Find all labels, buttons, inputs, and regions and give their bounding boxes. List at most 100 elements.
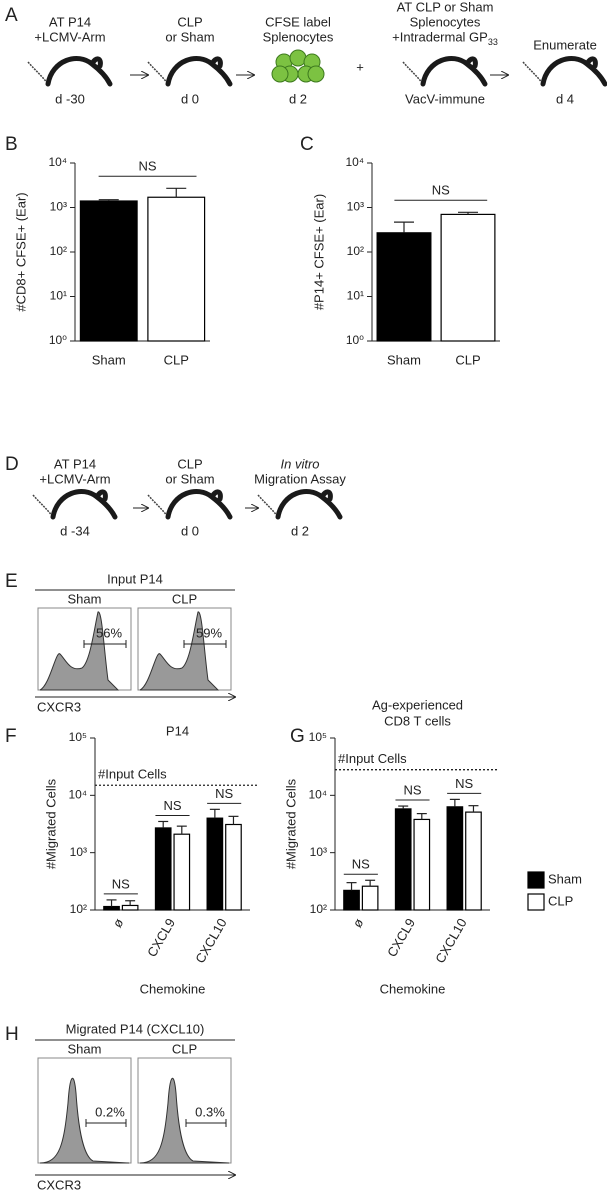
step-text: In vitro xyxy=(280,456,319,471)
histogram xyxy=(39,611,120,691)
bar xyxy=(343,889,360,911)
histogram xyxy=(139,1078,230,1164)
gate-percent: 56% xyxy=(96,625,122,640)
legend-swatch xyxy=(527,893,545,911)
bar xyxy=(121,904,139,911)
step-day: d -30 xyxy=(55,91,85,106)
step-text: +LCMV-Arm xyxy=(39,471,110,486)
mouse xyxy=(420,56,488,87)
sample-name: Sham xyxy=(68,591,102,606)
y-tick-label: 10⁴ xyxy=(48,155,67,169)
annotation: NS xyxy=(352,857,370,872)
bar xyxy=(173,833,191,911)
annotation: NS xyxy=(163,798,181,813)
step-day: d -34 xyxy=(60,523,90,538)
legend-label: Sham xyxy=(548,871,582,886)
panel-letter: C xyxy=(300,134,314,155)
mouse-tail xyxy=(257,494,279,518)
panel-letter: E xyxy=(5,571,18,592)
step-day: d 2 xyxy=(291,523,309,538)
x-tick-label: CLP xyxy=(455,352,480,367)
step-text: Splenocytes xyxy=(263,29,334,44)
x-tick-label: CXCL9 xyxy=(384,916,418,960)
bar xyxy=(376,232,432,342)
panel-letter: G xyxy=(290,726,305,747)
x-axis-label: Chemokine xyxy=(380,981,446,996)
chart-title: P14 xyxy=(166,723,189,738)
y-tick-label: 10⁵ xyxy=(309,730,327,744)
annotation: NS xyxy=(215,786,233,801)
mouse-tail xyxy=(402,61,424,85)
x-tick-label: ø xyxy=(349,916,366,930)
y-tick-label: 10⁴ xyxy=(68,788,87,802)
step-day: VacV-immune xyxy=(405,91,485,106)
step-text: CFSE label xyxy=(265,14,331,29)
legend-label: CLP xyxy=(548,893,573,908)
reference-label: #Input Cells xyxy=(98,767,167,782)
step-text: Enumerate xyxy=(533,37,597,52)
y-tick-label: 10¹ xyxy=(347,289,364,303)
flow-title: Migrated P14 (CXCL10) xyxy=(66,1021,205,1036)
mouse-tail xyxy=(27,61,49,85)
mouse xyxy=(165,56,233,87)
y-tick-label: 10⁴ xyxy=(345,155,364,169)
step-text: +Intradermal GP33 xyxy=(392,29,498,47)
x-tick-label: CLP xyxy=(164,352,189,367)
step-day: d 4 xyxy=(556,91,574,106)
bar xyxy=(154,827,172,911)
bar xyxy=(394,808,412,911)
x-axis-label: Chemokine xyxy=(140,981,206,996)
mouse xyxy=(50,489,118,520)
mouse xyxy=(540,56,607,87)
y-tick-label: 10³ xyxy=(50,200,67,214)
panel-letter: F xyxy=(5,726,17,747)
chart-title: Ag-experienced xyxy=(372,697,463,712)
legend-swatch xyxy=(527,871,545,889)
annotation: NS xyxy=(112,876,130,891)
y-tick-label: 10⁴ xyxy=(308,788,327,802)
mouse-tail xyxy=(522,61,544,85)
step-text: Migration Assay xyxy=(254,471,346,486)
mouse-tail xyxy=(147,494,169,518)
reference-label: #Input Cells xyxy=(338,751,407,766)
step-day: d 0 xyxy=(181,523,199,538)
step-text: or Sham xyxy=(165,29,214,44)
y-tick-label: 10² xyxy=(310,902,327,916)
cell xyxy=(271,65,289,83)
y-axis-label: #Migrated Cells xyxy=(283,778,298,869)
annotation: NS xyxy=(403,782,421,797)
y-axis-label: #CD8+ CFSE+ (Ear) xyxy=(13,192,28,311)
mouse-tail xyxy=(32,494,54,518)
sample-name: CLP xyxy=(172,1041,197,1056)
chart-title: CD8 T cells xyxy=(384,713,451,728)
panel-letter: B xyxy=(5,134,18,155)
bar xyxy=(440,213,496,342)
step-text: or Sham xyxy=(165,471,214,486)
step-day: d 0 xyxy=(181,91,199,106)
bar xyxy=(79,200,138,342)
mouse xyxy=(45,56,113,87)
bar xyxy=(225,823,242,911)
bar xyxy=(103,905,120,911)
y-tick-label: 10¹ xyxy=(50,289,67,303)
histogram xyxy=(139,611,220,691)
y-tick-label: 10⁰ xyxy=(49,333,67,347)
annotation: NS xyxy=(432,183,450,198)
bar xyxy=(206,817,224,911)
y-tick-label: 10⁵ xyxy=(69,730,87,744)
flow-title: Input P14 xyxy=(107,571,163,586)
gate-percent: 0.3% xyxy=(195,1104,225,1119)
panel-letter: H xyxy=(5,1024,19,1045)
gate-percent: 0.2% xyxy=(95,1104,125,1119)
y-axis-label: #P14+ CFSE+ (Ear) xyxy=(311,194,326,310)
annotation: NS xyxy=(455,776,473,791)
sample-name: Sham xyxy=(68,1041,102,1056)
sample-name: CLP xyxy=(172,591,197,606)
step-text: AT P14 xyxy=(54,456,96,471)
panel-letter: D xyxy=(5,454,19,475)
step-text: CLP xyxy=(177,456,202,471)
y-tick-label: 10³ xyxy=(310,845,327,859)
x-tick-label: CXCL9 xyxy=(144,916,178,960)
